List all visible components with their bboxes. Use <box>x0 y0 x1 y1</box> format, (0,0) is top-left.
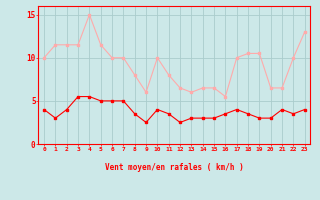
X-axis label: Vent moyen/en rafales ( km/h ): Vent moyen/en rafales ( km/h ) <box>105 163 244 172</box>
